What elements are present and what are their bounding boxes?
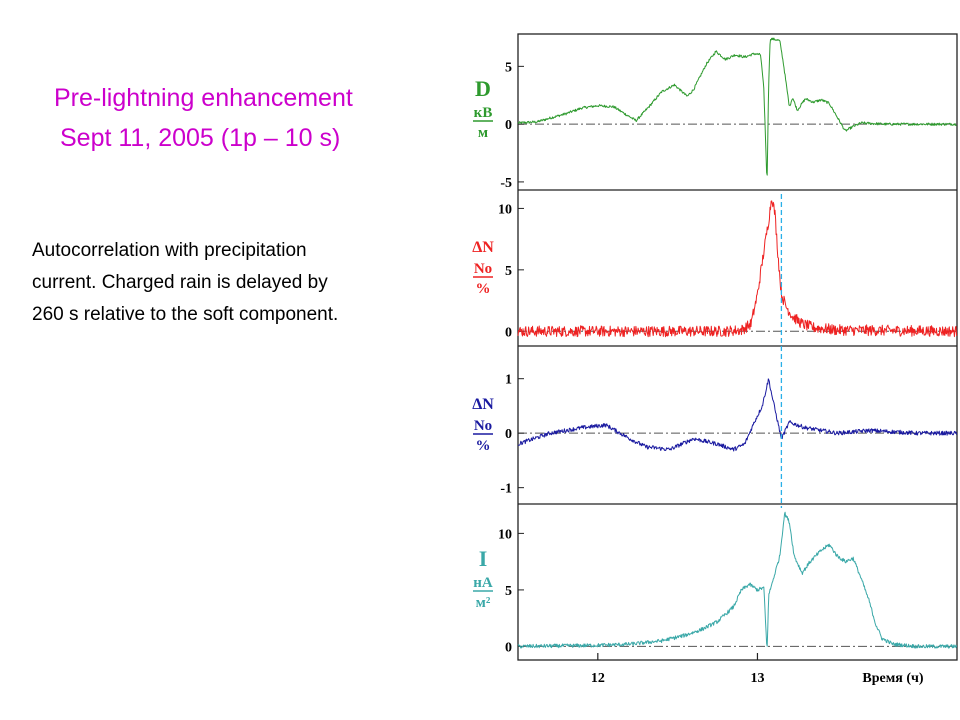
chart-title-line2: Sept 11, 2005 (1p – 10 s) — [60, 124, 341, 152]
unit-numerator: No — [474, 261, 492, 277]
series-line-dN1 — [517, 200, 958, 338]
y-tick-label: 5 — [505, 584, 512, 599]
plot-frame — [517, 33, 958, 661]
unit-numerator: No — [474, 418, 492, 434]
x-tick-label: 12 — [591, 671, 605, 686]
x-tick-label: 13 — [750, 671, 764, 686]
description-line3: 260 s relative to the soft component. — [32, 304, 339, 325]
unit-denominator: % — [476, 438, 491, 454]
y-tick-label: 0 — [505, 325, 512, 340]
y-tick-label: -5 — [500, 176, 512, 191]
y-tick-label: 0 — [505, 118, 512, 133]
panel-label: I — [479, 546, 488, 571]
chart-title-line1: Pre-lightning enhancement — [54, 84, 353, 112]
unit-numerator: кВ — [474, 105, 493, 121]
series-line-dN2 — [517, 378, 958, 452]
series-line-I — [517, 511, 958, 649]
y-tick-label: 1 — [505, 373, 512, 388]
panel-dN1: 0 5 10 ΔN No% — [472, 189, 958, 340]
y-tick-label: 5 — [505, 264, 512, 279]
y-tick-label: 0 — [505, 427, 512, 442]
unit-denominator: % — [476, 281, 491, 297]
panel-label: ΔN — [472, 239, 494, 256]
panel-label: D — [475, 76, 491, 101]
y-tick-label: -1 — [500, 482, 512, 497]
y-tick-label: 10 — [498, 202, 512, 217]
y-tick-label: 5 — [505, 60, 512, 75]
x-axis-label: Время (ч) — [862, 671, 924, 686]
panel-I: 0 5 10 IнА м² — [473, 503, 958, 655]
description-line2: current. Charged rain is delayed by — [32, 272, 328, 293]
series-line-D — [517, 37, 957, 176]
panel-dN2: -1 0 1 ΔN No% — [472, 345, 958, 497]
y-tick-label: 0 — [505, 640, 512, 655]
unit-numerator: нА — [473, 575, 493, 591]
y-tick-label: 10 — [498, 527, 512, 542]
unit-denominator: м² — [476, 595, 491, 611]
unit-denominator: м — [478, 125, 488, 141]
description-line1: Autocorrelation with precipitation — [32, 240, 307, 261]
panel-label: ΔN — [472, 396, 494, 413]
